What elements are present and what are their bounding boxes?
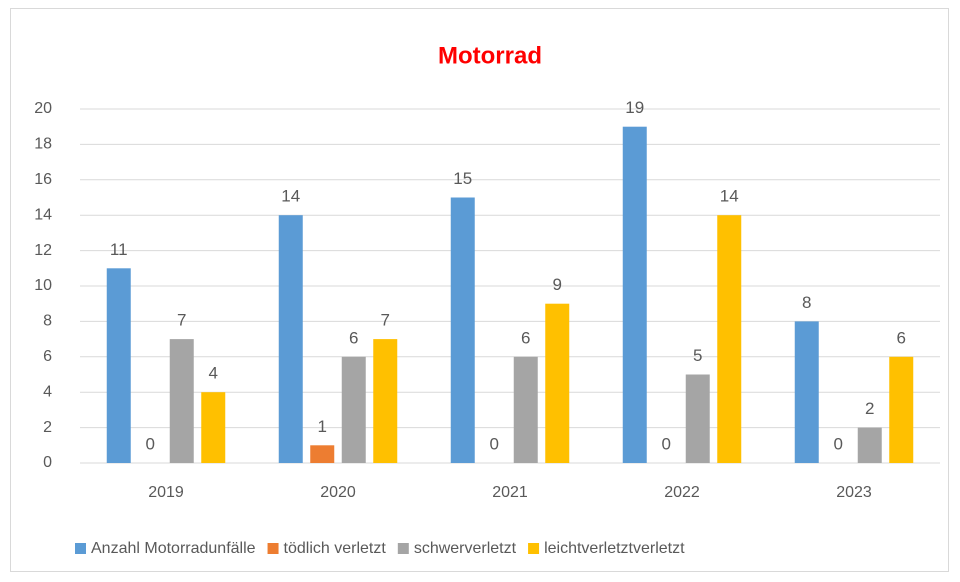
- data-label: 15: [453, 169, 472, 188]
- data-label: 14: [281, 187, 300, 206]
- y-tick-label: 0: [43, 454, 52, 471]
- data-label: 9: [553, 275, 562, 294]
- data-label: 2: [865, 399, 874, 418]
- legend-label: Anzahl Motorradunfälle: [91, 540, 256, 557]
- data-label: 5: [693, 346, 702, 365]
- bar: [717, 215, 742, 463]
- chart-border: [10, 8, 949, 572]
- data-label: 4: [209, 364, 218, 383]
- data-label: 6: [521, 328, 530, 347]
- data-label: 1: [318, 417, 327, 436]
- bar: [794, 321, 819, 463]
- y-tick-label: 8: [43, 313, 52, 330]
- bar: [373, 339, 398, 463]
- legend-label: leichtverletztverletzt: [544, 540, 685, 557]
- legend-swatch: [75, 543, 86, 554]
- bar: [310, 445, 335, 463]
- bar: [169, 339, 194, 463]
- data-label: 7: [381, 311, 390, 330]
- x-tick-label: 2022: [664, 484, 700, 501]
- data-label: 0: [146, 434, 155, 453]
- x-tick-label: 2020: [320, 484, 356, 501]
- data-label: 11: [110, 240, 128, 259]
- data-label: 6: [897, 328, 906, 347]
- chart-title: Motorrad: [438, 42, 542, 69]
- x-tick-label: 2019: [148, 484, 184, 501]
- bar: [278, 215, 303, 463]
- y-tick-label: 20: [34, 100, 52, 117]
- data-label: 0: [834, 434, 843, 453]
- bar: [201, 392, 226, 463]
- legend-swatch: [397, 543, 409, 554]
- x-tick-label: 2021: [492, 484, 528, 501]
- y-tick-label: 12: [34, 242, 52, 259]
- bar: [513, 356, 538, 463]
- bar: [685, 374, 710, 463]
- y-tick-label: 18: [34, 136, 52, 153]
- bar: [341, 356, 366, 463]
- data-label: 8: [802, 293, 811, 312]
- data-label: 6: [349, 328, 358, 347]
- bar: [450, 197, 475, 463]
- data-label: 0: [490, 434, 499, 453]
- y-tick-label: 16: [34, 171, 52, 188]
- legend-swatch: [267, 543, 279, 554]
- data-label: 14: [720, 187, 739, 206]
- bar: [545, 303, 570, 463]
- bar: [889, 356, 914, 463]
- bar: [622, 126, 647, 463]
- legend-label: schwerverletzt: [414, 540, 517, 557]
- data-label: 19: [625, 98, 644, 117]
- data-label: 0: [662, 434, 671, 453]
- bar: [106, 268, 131, 463]
- y-tick-label: 14: [34, 206, 52, 223]
- y-tick-label: 4: [43, 383, 52, 400]
- legend-label: tödlich verletzt: [284, 540, 387, 557]
- legend-swatch: [528, 543, 540, 554]
- y-tick-label: 2: [43, 419, 52, 436]
- x-tick-label: 2023: [836, 484, 872, 501]
- y-tick-label: 10: [34, 277, 52, 294]
- bar: [857, 427, 882, 463]
- data-label: 7: [177, 311, 186, 330]
- y-tick-label: 6: [43, 348, 52, 365]
